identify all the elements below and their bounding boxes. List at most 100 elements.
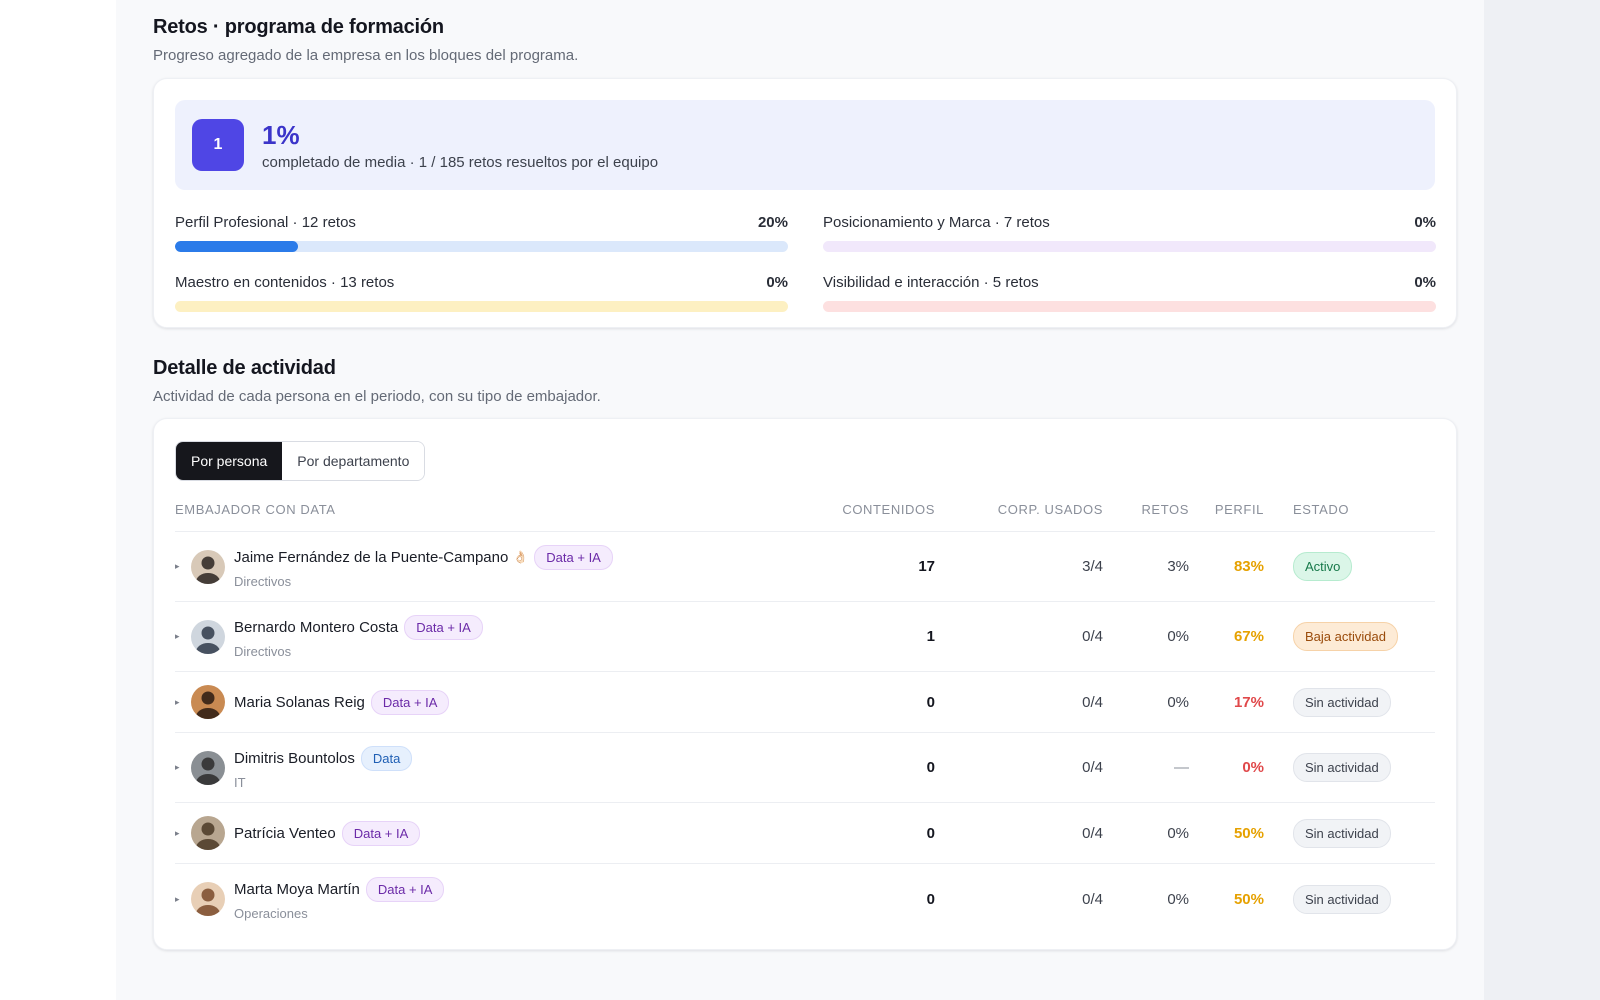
person-department: Directivos [234,573,292,589]
tab-por-persona[interactable]: Por persona [176,442,283,480]
person-name: Jaime Fernández de la Puente-Campano [234,548,509,566]
status-cell: Baja actividad [1264,622,1412,651]
expand-caret-icon[interactable]: ▸ [175,827,180,838]
corp-used: 0/4 [1082,890,1103,908]
status-cell: Sin actividad [1264,884,1412,914]
person-name: Bernardo Montero Costa [234,618,399,636]
col-header-embajador[interactable]: EMBAJADOR CON DATA [175,501,336,517]
perfil-percent: 17% [1233,693,1264,711]
contents-count: 0 [926,890,935,908]
status-badge: Sin actividad [1293,884,1391,914]
person-cell: ▸ Bernardo Montero Costa Data + IA Directiv… [175,614,735,659]
ok-hand-icon: 👌🏻 [513,550,529,564]
corp-used: 0/4 [1082,759,1103,776]
person-name: Maria Solanas Reig [234,693,365,711]
perfil-percent: 50% [1233,890,1264,908]
col-header-contenidos[interactable]: CONTENIDOS [842,501,935,517]
status-cell: Activo [1264,552,1412,581]
block-percent: 0% [1414,274,1436,291]
person-info: Marta Moya Martín Data + IA Operaciones [234,877,445,921]
expand-caret-icon[interactable]: ▸ [175,893,180,904]
challenges-summary: 1 1% completado de media · 1 / 185 retos… [175,100,1435,190]
contents-count: 17 [918,558,935,575]
status-cell: Sin actividad [1264,687,1412,717]
challenges-header: Retos · programa de formación Progreso a… [153,16,578,64]
contents-count: 1 [926,628,935,645]
person-name-line: Dimitris Bountolos Data [234,745,413,771]
person-info: Maria Solanas Reig Data + IA [234,689,450,715]
progress-track [823,301,1436,312]
program-block: Visibilidad e interacción · 5 retos 0% [823,274,1436,312]
tab-por-departamento[interactable]: Por departamento [282,442,425,480]
expand-caret-icon[interactable]: ▸ [175,696,180,707]
status-cell: Sin actividad [1264,753,1412,782]
program-block: Perfil Profesional · 12 retos 20% [175,214,788,252]
status-badge: Sin actividad [1293,753,1391,782]
avatar [191,549,225,584]
table-header: EMBAJADOR CON DATA CONTENIDOS CORP. USAD… [175,487,1435,532]
retos-percent: 0% [1167,824,1189,842]
col-header-estado[interactable]: ESTADO [1293,501,1350,517]
contents-count: 0 [926,824,935,842]
ambassador-tag: Data [360,745,413,771]
table-row[interactable]: ▸ Marta Moya Martín Data + IA Operaciones 0 0… [175,864,1435,934]
block-head: Perfil Profesional · 12 retos 20% [175,214,788,231]
person-department: Operaciones [234,906,308,921]
block-label: Maestro en contenidos · 13 retos [175,274,395,291]
person-name: Dimitris Bountolos [234,749,355,767]
activity-subtitle: Actividad de cada persona en el periodo,… [153,388,601,405]
person-name-line: Bernardo Montero Costa Data + IA [234,614,483,640]
col-header-retos[interactable]: RETOS [1141,501,1189,517]
challenges-subtitle: Progreso agregado de la empresa en los b… [153,47,579,64]
block-head: Posicionamiento y Marca · 7 retos 0% [823,214,1436,231]
col-header-corp-usados[interactable]: CORP. USADOS [997,501,1103,517]
view-tabs: Por persona Por departamento [175,441,426,481]
status-badge: Activo [1293,552,1353,581]
table-row[interactable]: ▸ Bernardo Montero Costa Data + IA Directiv… [175,602,1435,672]
avatar [191,750,225,785]
program-blocks: Perfil Profesional · 12 retos 20% Posicion… [175,214,1436,312]
block-head: Maestro en contenidos · 13 retos 0% [175,274,788,291]
person-name: Marta Moya Martín [234,881,360,898]
contents-count: 0 [926,759,935,776]
avatar [191,882,225,916]
progress-fill [175,241,298,252]
perfil-percent: 50% [1233,824,1264,842]
expand-caret-icon[interactable]: ▸ [175,762,180,772]
avatar [191,816,225,850]
contents-count: 0 [926,693,935,711]
table-row[interactable]: ▸ Patrícia Venteo Data + IA 0 0/4 0% 50% Sin ac… [175,803,1435,864]
status-badge: Baja actividad [1293,622,1398,651]
person-info: Dimitris Bountolos Data IT [234,745,413,790]
progress-track [175,241,788,252]
ambassador-tag: Data + IA [370,689,450,715]
table-row[interactable]: ▸ Maria Solanas Reig Data + IA 0 0/4 0% 17% Sin… [175,672,1435,733]
avatar [191,619,225,654]
block-label: Visibilidad e interacción · 5 retos [823,274,1039,291]
table-row[interactable]: ▸ Dimitris Bountolos Data IT 0 0/4 — 0% Sin acti… [175,733,1435,803]
activity-title: Detalle de actividad [153,357,336,379]
corp-used: 3/4 [1082,558,1103,575]
perfil-percent: 0% [1242,759,1264,776]
status-badge: Sin actividad [1293,818,1391,848]
person-cell: ▸ Dimitris Bountolos Data IT [175,745,735,790]
block-label: Perfil Profesional · 12 retos [175,214,356,231]
person-info: Patrícia Venteo Data + IA [234,820,421,846]
person-info: Jaime Fernández de la Puente-Campano 👌🏻 Da… [234,544,613,589]
status-badge: Sin actividad [1293,687,1391,717]
table-row[interactable]: ▸ Jaime Fernández de la Puente-Campano 👌🏻 D… [175,532,1435,602]
person-name-line: Marta Moya Martín Data + IA [234,877,445,902]
col-header-perfil[interactable]: PERFIL [1214,501,1264,517]
person-name-line: Maria Solanas Reig Data + IA [234,689,450,715]
retos-percent: 0% [1167,890,1189,908]
summary-percent: 1% [262,119,300,150]
person-info: Bernardo Montero Costa Data + IA Directivo… [234,614,483,659]
challenges-card: 1 1% completado de media · 1 / 185 retos… [153,78,1457,328]
retos-percent: 0% [1167,628,1189,645]
ambassador-tag: Data + IA [404,614,483,640]
expand-caret-icon[interactable]: ▸ [175,561,180,571]
person-name: Patrícia Venteo [234,824,336,842]
expand-caret-icon[interactable]: ▸ [175,631,180,641]
retos-percent: 3% [1167,558,1189,575]
progress-track [175,301,788,312]
